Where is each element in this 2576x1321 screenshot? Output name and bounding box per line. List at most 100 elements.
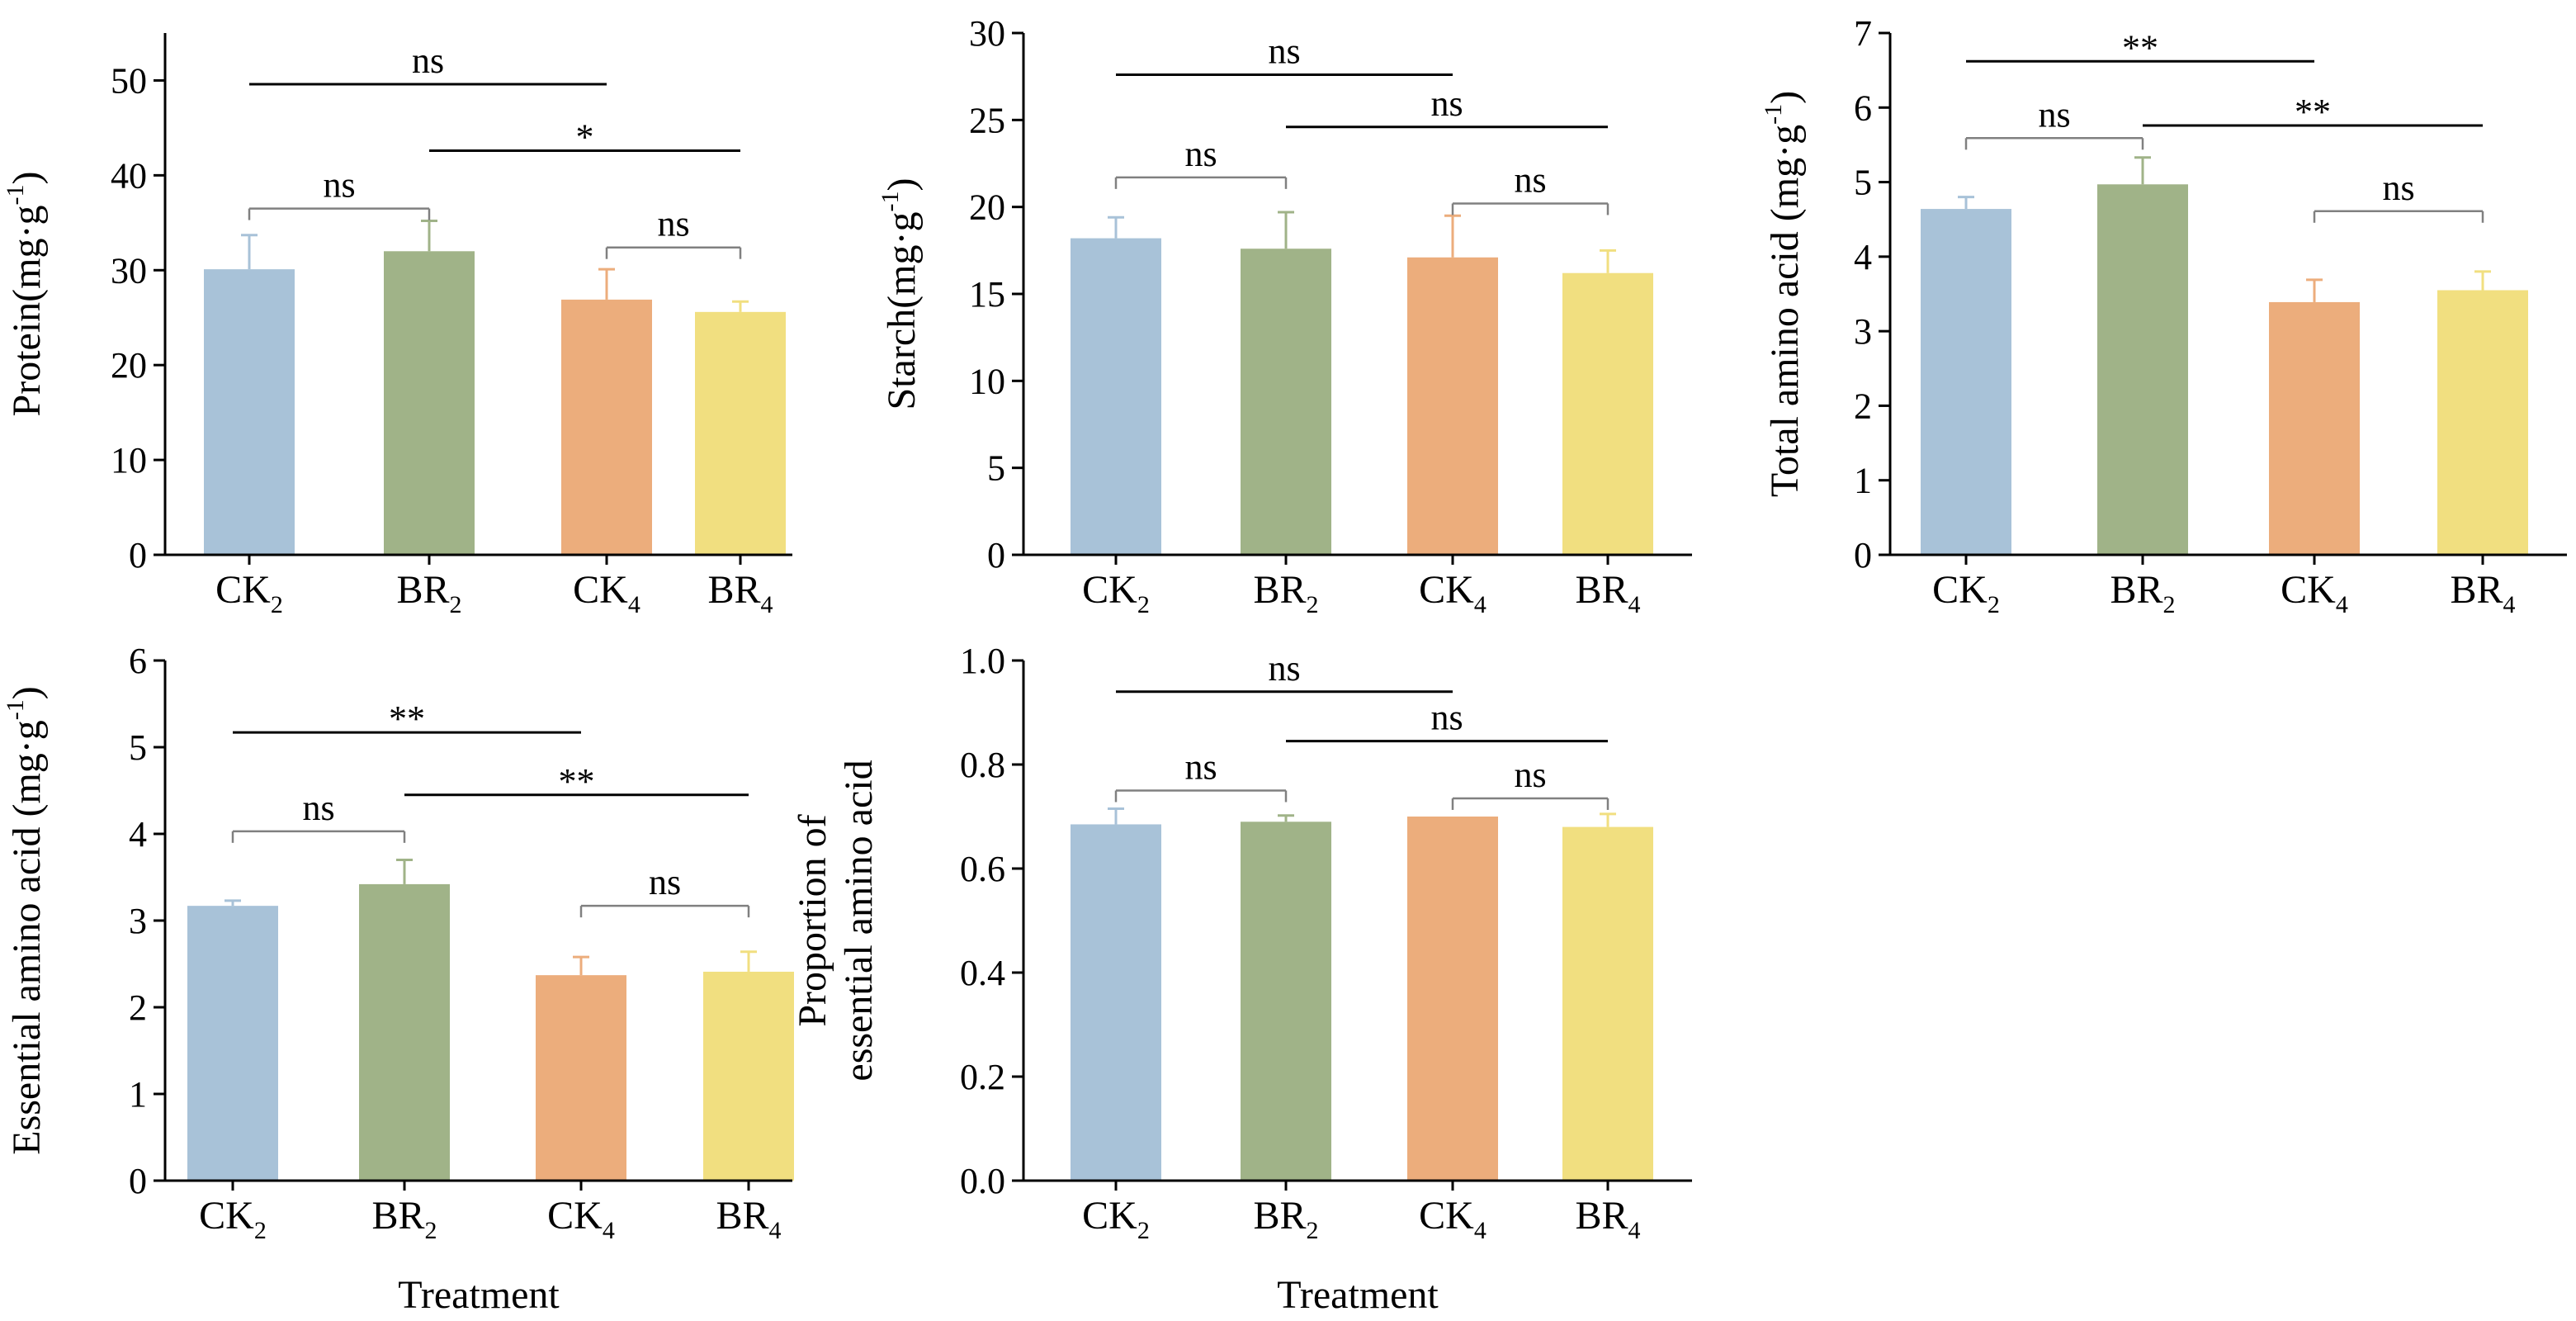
y-axis-label: Starch(mg·g-1) (877, 178, 924, 410)
significance-label: ns (1184, 747, 1217, 788)
bar (2437, 290, 2528, 555)
y-tick-label: 40 (111, 155, 147, 196)
essential-amino-acid-chart: 0 1 2 3 4 5 6 CK2 BR2 CK4 BR4 ** ** ns ns Essential ami… (2, 641, 794, 1317)
significance-label: ns (323, 165, 355, 206)
bar (1071, 824, 1161, 1181)
y-tick-label: 5 (129, 727, 147, 768)
significance-label: ns (412, 40, 444, 81)
significance-label: ns (1514, 159, 1546, 200)
x-tick-label: CK2 (199, 1194, 267, 1244)
y-axis-label: Essential amino acid (mg·g-1) (2, 686, 49, 1155)
significance-label: ** (2295, 92, 2331, 132)
x-tick-label: CK2 (1082, 568, 1150, 618)
bar (561, 299, 652, 555)
x-axis-title: Treatment (398, 1273, 560, 1317)
y-tick-label: 5 (1854, 163, 1872, 203)
x-tick-label: BR2 (1253, 568, 1318, 618)
x-tick-label: CK2 (1932, 568, 2000, 618)
bar (536, 975, 626, 1181)
y-tick-label: 1 (1854, 461, 1872, 501)
x-tick-label: BR4 (716, 1194, 781, 1244)
essential-amino-acid-proportion-chart: 0.0 0.2 0.4 0.6 0.8 1.0 CK2 BR2 CK4 BR4 ns ns ns ns Pr… (791, 641, 1692, 1317)
x-tick-label: CK2 (215, 568, 283, 618)
significance-label: ns (1268, 648, 1300, 689)
significance-label: ** (389, 698, 425, 739)
y-tick-label: 10 (969, 361, 1005, 401)
bar (187, 906, 278, 1181)
y-tick-label: 4 (129, 814, 147, 855)
starch-chart: 0 5 10 15 20 25 30 CK2 BR2 CK4 BR4 ns ns ns ns Starch(m… (877, 13, 1692, 618)
y-tick-label: 25 (969, 100, 1005, 140)
x-tick-label: BR2 (371, 1194, 437, 1244)
significance-label: ns (1268, 31, 1300, 72)
significance-label: ns (1514, 755, 1546, 795)
y-tick-label: 2 (129, 987, 147, 1028)
y-tick-label: 0 (129, 535, 147, 575)
y-axis-label: Proportion of (791, 814, 834, 1026)
bar (1407, 257, 1498, 555)
y-tick-label: 0.8 (960, 745, 1005, 785)
bar (1241, 821, 1331, 1181)
bar (2097, 184, 2188, 555)
y-tick-label: 1.0 (960, 641, 1005, 681)
y-tick-label: 0.6 (960, 849, 1005, 889)
bar (695, 311, 786, 555)
y-tick-label: 0.2 (960, 1057, 1005, 1097)
x-tick-label: CK4 (547, 1194, 615, 1244)
x-tick-label: BR2 (2110, 568, 2175, 618)
y-tick-label: 0 (987, 535, 1005, 575)
significance-label: ** (2122, 27, 2158, 68)
x-tick-label: CK4 (2281, 568, 2348, 618)
bar (703, 971, 794, 1181)
y-axis-label: Protein(mg·g-1) (2, 172, 49, 417)
y-tick-label: 5 (987, 448, 1005, 489)
x-tick-label: CK4 (1419, 1194, 1487, 1244)
significance-label: ns (2382, 168, 2414, 208)
x-tick-label: CK4 (573, 568, 640, 618)
y-tick-label: 0 (1854, 535, 1872, 575)
y-tick-label: 50 (111, 60, 147, 101)
x-tick-label: CK4 (1419, 568, 1487, 618)
significance-label: ns (657, 204, 689, 244)
bar (1071, 238, 1161, 555)
bar (359, 883, 450, 1181)
significance-label: ** (559, 761, 595, 802)
significance-label: ns (1184, 134, 1217, 174)
bar (204, 269, 295, 555)
y-tick-label: 4 (1854, 237, 1872, 277)
protein-chart: 0 10 20 30 40 50 CK2 BR2 CK4 BR4 ns * ns ns Protein(mg… (2, 33, 792, 618)
y-tick-label: 2 (1854, 386, 1872, 426)
x-tick-label: BR4 (2450, 568, 2515, 618)
significance-label: ns (649, 862, 681, 902)
bar (1241, 249, 1331, 555)
bar (384, 251, 475, 555)
y-tick-label: 15 (969, 274, 1005, 315)
y-tick-label: 3 (129, 901, 147, 941)
bar (2269, 301, 2360, 555)
x-tick-label: BR4 (707, 568, 773, 618)
x-tick-label: BR2 (1253, 1194, 1318, 1244)
y-tick-label: 20 (969, 187, 1005, 228)
significance-label: * (576, 116, 594, 157)
x-tick-label: BR4 (1575, 1194, 1640, 1244)
y-tick-label: 10 (111, 440, 147, 481)
bar (1562, 826, 1653, 1181)
y-tick-label: 6 (1854, 88, 1872, 128)
y-tick-label: 0.0 (960, 1161, 1005, 1201)
bar (1921, 209, 2011, 555)
y-tick-label: 20 (111, 345, 147, 386)
y-axis-label: essential amino acid (837, 760, 881, 1081)
x-tick-label: BR2 (396, 568, 461, 618)
y-axis-label: Total amino acid (mg·g-1) (1760, 91, 1807, 497)
significance-label: ns (2038, 94, 2070, 135)
y-tick-label: 0.4 (960, 953, 1005, 993)
bar (1407, 817, 1498, 1181)
y-tick-label: 30 (111, 250, 147, 291)
y-tick-label: 6 (129, 641, 147, 681)
y-tick-label: 1 (129, 1074, 147, 1115)
significance-label: ns (1430, 83, 1463, 124)
significance-label: ns (1430, 698, 1463, 738)
significance-label: ns (302, 788, 334, 828)
x-axis-title: Treatment (1277, 1273, 1439, 1317)
